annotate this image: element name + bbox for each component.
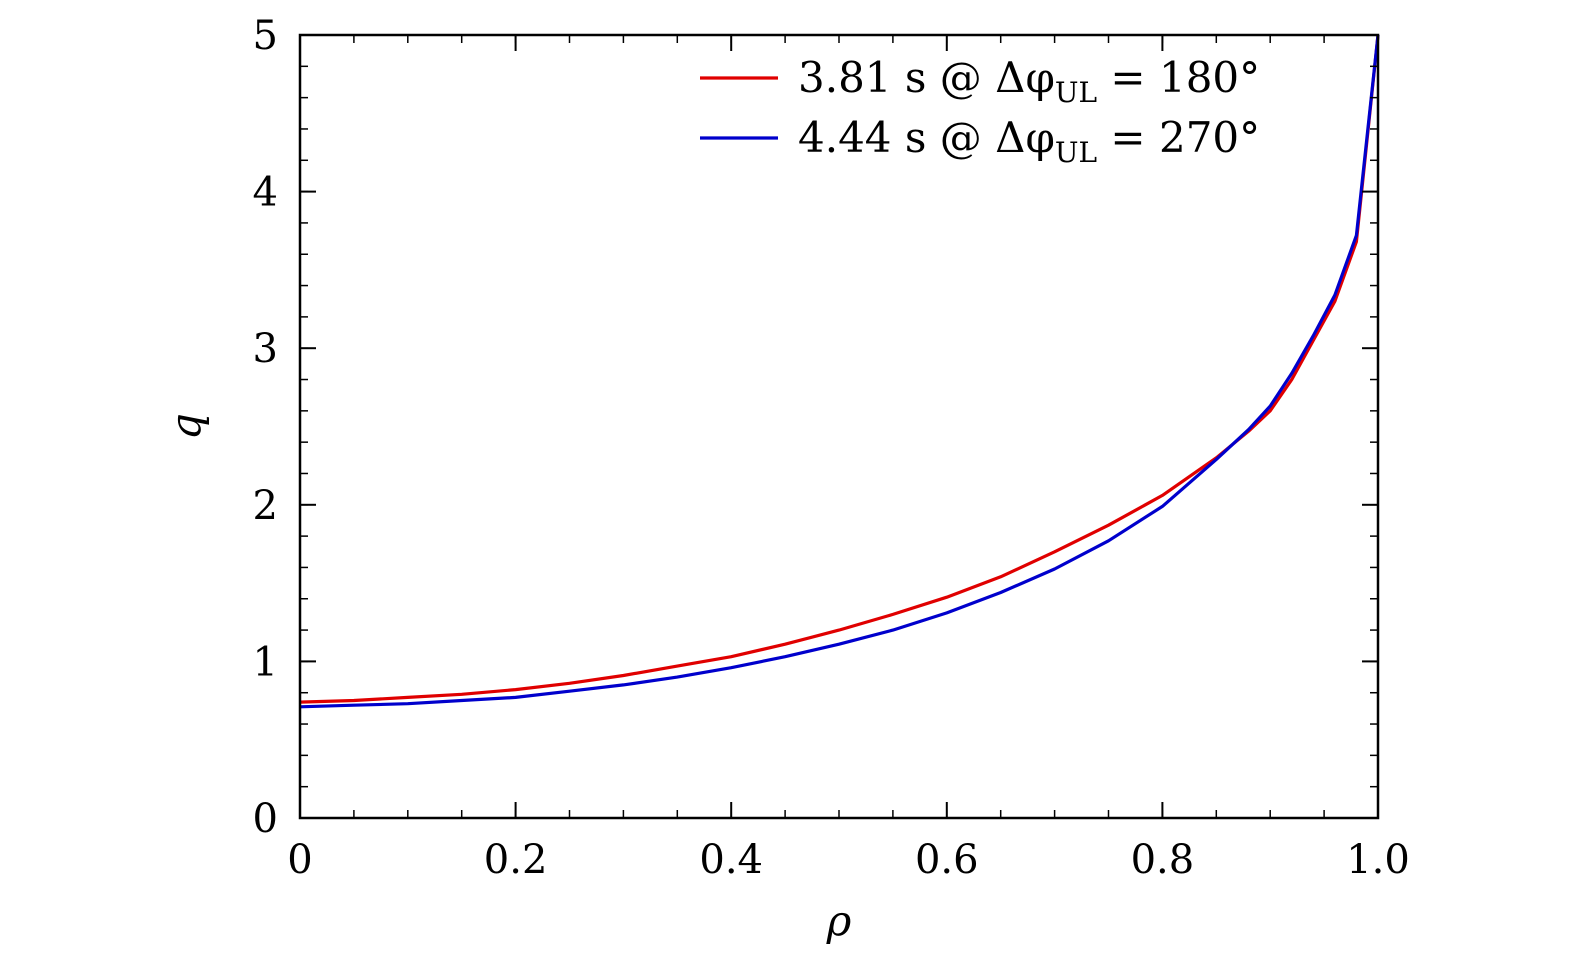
y-tick-label: 5: [253, 13, 278, 59]
x-tick-label: 1.0: [1346, 837, 1410, 883]
legend-label-2: 4.44 s @ ΔφUL = 270°: [798, 113, 1260, 169]
x-tick-label: 0: [287, 837, 312, 883]
x-tick-label: 0.2: [484, 837, 548, 883]
y-tick-label: 3: [253, 326, 278, 372]
ticks-layer: 0 0.2 0.4 0.6 0.8 1.0 0 1 2 3 4 5: [253, 13, 1410, 883]
series-layer: [299, 34, 1380, 709]
legend: 3.81 s @ ΔφUL = 180°4.44 s @ ΔφUL = 270°: [700, 53, 1260, 169]
x-tick-label: 0.8: [1131, 837, 1195, 883]
legend-label-1: 3.81 s @ ΔφUL = 180°: [798, 53, 1260, 109]
y-tick-label: 2: [253, 483, 278, 529]
plot-frame: [298, 33, 1380, 820]
x-tick-label: 0.6: [915, 837, 979, 883]
x-tick-label: 0.4: [699, 837, 763, 883]
y-tick-label: 0: [253, 796, 278, 842]
y-tick-label: 1: [253, 639, 278, 685]
x-axis-label: ρ: [826, 896, 852, 945]
series-line-2: [299, 34, 1380, 709]
series-line-1: [299, 34, 1380, 704]
y-tick-label: 4: [253, 170, 278, 216]
y-axis-label: q: [161, 413, 210, 440]
